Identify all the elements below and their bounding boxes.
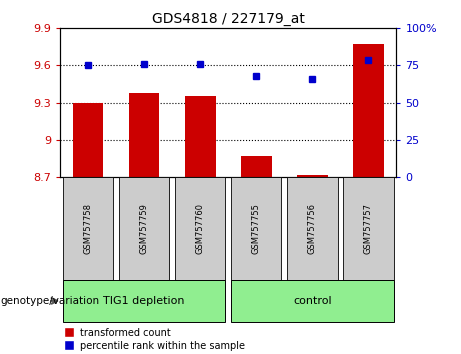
Text: genotype/variation: genotype/variation bbox=[0, 296, 99, 306]
Bar bbox=[185, 96, 216, 177]
Text: GSM757758: GSM757758 bbox=[83, 203, 93, 254]
Text: GSM757760: GSM757760 bbox=[195, 203, 205, 254]
Text: GSM757759: GSM757759 bbox=[140, 203, 148, 254]
Bar bbox=[129, 93, 160, 177]
Bar bbox=[119, 177, 169, 280]
Bar bbox=[175, 177, 225, 280]
Text: GSM757755: GSM757755 bbox=[252, 203, 261, 254]
Text: GSM757756: GSM757756 bbox=[308, 203, 317, 254]
Bar bbox=[241, 156, 272, 177]
Bar bbox=[63, 177, 113, 280]
Bar bbox=[353, 44, 384, 177]
Bar bbox=[63, 280, 225, 322]
Bar bbox=[343, 177, 394, 280]
Title: GDS4818 / 227179_at: GDS4818 / 227179_at bbox=[152, 12, 305, 26]
Legend: transformed count, percentile rank within the sample: transformed count, percentile rank withi… bbox=[65, 328, 245, 351]
Bar bbox=[72, 103, 103, 177]
Bar bbox=[287, 177, 337, 280]
Text: TIG1 depletion: TIG1 depletion bbox=[103, 296, 185, 306]
Bar bbox=[231, 177, 282, 280]
Text: control: control bbox=[293, 296, 331, 306]
Text: GSM757757: GSM757757 bbox=[364, 203, 373, 254]
Bar bbox=[297, 175, 328, 177]
Bar bbox=[231, 280, 394, 322]
